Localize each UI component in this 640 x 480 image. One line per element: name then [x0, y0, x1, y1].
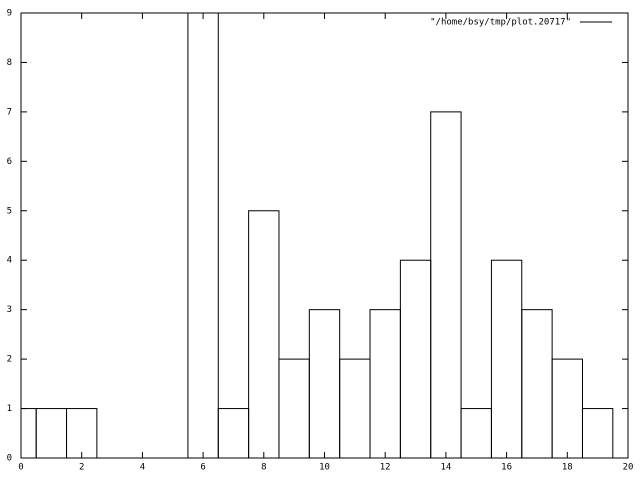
box [217, 408, 250, 458]
y-tick-label: 0 [7, 454, 12, 464]
box [35, 408, 68, 458]
y-tick-label: 2 [7, 355, 12, 365]
box [551, 358, 583, 458]
box [248, 210, 280, 458]
x-tick-label: 2 [79, 463, 84, 473]
y-tick-label: 8 [7, 58, 12, 68]
y-tick-label: 9 [7, 9, 12, 19]
x-tick-label: 14 [440, 463, 451, 473]
x-tick-label: 12 [380, 463, 391, 473]
legend-label: "/home/bsy/tmp/plot.20717" [430, 18, 571, 28]
x-tick-label: 18 [562, 463, 573, 473]
y-tick-label: 4 [7, 256, 12, 266]
x-tick-label: 6 [200, 463, 205, 473]
box [66, 408, 98, 458]
y-tick-label: 7 [7, 107, 12, 117]
x-tick-label: 20 [623, 463, 634, 473]
box [369, 309, 401, 458]
x-tick-label: 8 [261, 463, 266, 473]
x-tick-label: 10 [319, 463, 330, 473]
x-tick-label: 16 [501, 463, 512, 473]
y-tick-label: 5 [7, 206, 12, 216]
box [339, 358, 371, 458]
box [521, 309, 553, 458]
box [490, 259, 523, 458]
box [278, 358, 310, 458]
boxes [21, 13, 614, 458]
plot-border [20, 12, 629, 459]
box [430, 111, 462, 458]
box [460, 408, 492, 458]
y-tick-label: 3 [7, 305, 12, 315]
box [399, 259, 432, 458]
y-tick-label: 1 [7, 404, 12, 414]
x-tick-label: 0 [18, 463, 23, 473]
box [187, 13, 219, 458]
x-tick-label: 4 [140, 463, 145, 473]
y-tick-label: 6 [7, 157, 12, 167]
box [581, 408, 614, 458]
box [308, 309, 341, 458]
